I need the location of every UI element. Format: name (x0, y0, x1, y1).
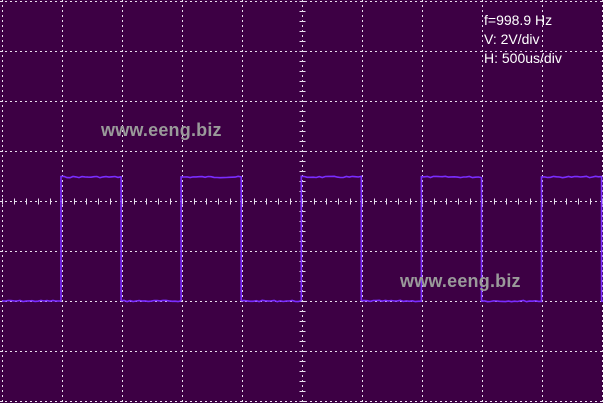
watermark-top: www.eeng.biz (101, 120, 222, 140)
measurement-readout: f=998.9 Hz V: 2V/div H: 500us/div (484, 11, 562, 68)
watermark-bottom: www.eeng.biz (400, 271, 521, 291)
vertical-scale-readout: V: 2V/div (484, 31, 540, 47)
frequency-readout: f=998.9 Hz (484, 12, 553, 28)
square-wave-trace (1, 175, 603, 303)
horizontal-scale-readout: H: 500us/div (484, 50, 562, 66)
